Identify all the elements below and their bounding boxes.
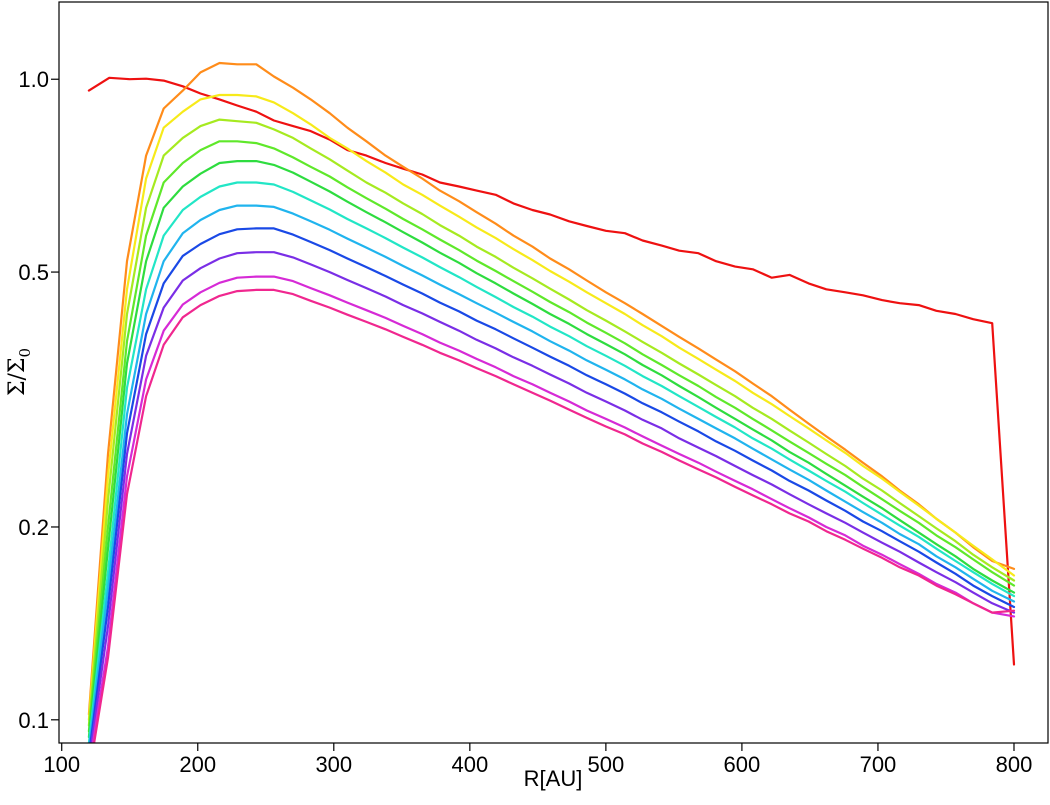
series-line-12 [92, 288, 1016, 743]
series-line-8 [88, 204, 1016, 743]
x-tick-label: 700 [860, 752, 897, 777]
plot-frame [58, 1, 1049, 744]
x-tick-label: 400 [451, 752, 488, 777]
series-line-4 [87, 118, 1016, 727]
series-line-2 [87, 61, 1016, 716]
y-tick-label: 0.2 [18, 515, 49, 540]
series-line-11 [91, 275, 1016, 743]
y-axis-label-subscript: 0 [16, 348, 34, 358]
series-line-7 [87, 181, 1016, 743]
y-tick-label: 0.1 [18, 708, 49, 733]
series-line-6 [87, 160, 1016, 739]
series-line-10 [90, 251, 1016, 743]
series-line-3 [87, 93, 1016, 721]
x-axis: 100 200 300 400 500 600 700 800 [43, 743, 1032, 777]
series-line-5 [87, 140, 1016, 733]
series-line-1 [87, 76, 1016, 666]
x-tick-label: 100 [43, 752, 80, 777]
series-line-9 [89, 227, 1016, 743]
y-tick-label: 1.0 [18, 67, 49, 92]
y-axis-label-base: Σ/Σ [5, 358, 30, 397]
y-tick-label: 0.5 [18, 260, 49, 285]
x-tick-label: 200 [179, 752, 216, 777]
x-tick-label: 800 [996, 752, 1033, 777]
x-axis-label: R[AU] [524, 766, 583, 791]
x-tick-label: 300 [315, 752, 352, 777]
x-tick-label: 600 [724, 752, 761, 777]
y-axis-label: Σ/Σ0 [5, 348, 34, 396]
y-axis: 0.1 0.2 0.5 1.0 [18, 67, 59, 733]
series-layer [87, 61, 1016, 743]
x-tick-label: 500 [588, 752, 625, 777]
